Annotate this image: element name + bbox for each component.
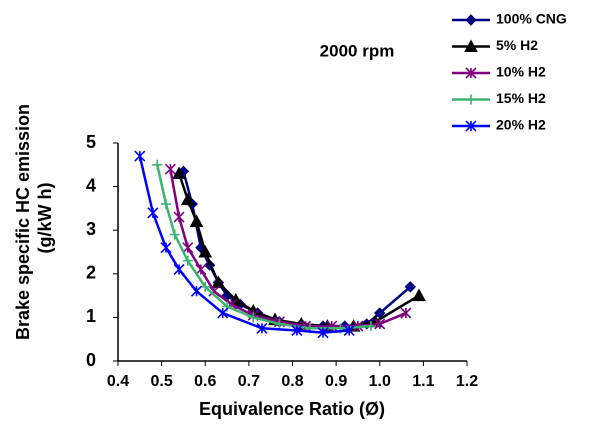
y-tick-label: 1 bbox=[86, 306, 96, 326]
marker bbox=[147, 207, 159, 219]
marker bbox=[160, 242, 172, 254]
legend-label: 10% H2 bbox=[496, 64, 546, 80]
marker bbox=[412, 288, 426, 302]
x-axis-label: Equivalence Ratio (Ø) bbox=[199, 399, 385, 419]
series-line bbox=[177, 173, 420, 328]
marker bbox=[464, 39, 478, 52]
marker bbox=[465, 120, 477, 132]
x-tick-label: 0.7 bbox=[238, 373, 260, 390]
x-tick-label: 1.1 bbox=[412, 373, 434, 390]
marker bbox=[195, 263, 207, 276]
marker bbox=[182, 242, 194, 254]
marker bbox=[182, 255, 193, 266]
x-tick-label: 1.0 bbox=[369, 373, 391, 390]
marker bbox=[465, 14, 477, 26]
x-tick-label: 1.2 bbox=[456, 373, 478, 390]
y-tick-label: 5 bbox=[86, 132, 96, 152]
x-tick-label: 0.4 bbox=[107, 373, 129, 390]
marker bbox=[466, 94, 476, 105]
marker bbox=[134, 150, 146, 162]
marker bbox=[256, 322, 268, 334]
legend-label: 20% H2 bbox=[496, 117, 546, 133]
marker bbox=[248, 312, 259, 323]
y-axis-label: (g/kW h) bbox=[35, 183, 55, 254]
marker bbox=[172, 166, 186, 180]
x-tick-label: 0.5 bbox=[151, 373, 173, 390]
marker bbox=[291, 324, 303, 337]
legend-label: 100% CNG bbox=[496, 11, 567, 27]
series-line bbox=[138, 155, 350, 334]
marker bbox=[404, 281, 416, 293]
marker bbox=[189, 214, 204, 227]
marker bbox=[160, 199, 171, 210]
marker bbox=[217, 307, 229, 319]
marker bbox=[180, 192, 195, 206]
x-tick-label: 0.9 bbox=[325, 373, 347, 390]
marker bbox=[222, 301, 233, 312]
marker bbox=[366, 321, 377, 332]
marker bbox=[343, 324, 355, 337]
x-tick-label: 0.8 bbox=[281, 373, 303, 390]
legend-label: 15% H2 bbox=[496, 90, 546, 106]
marker bbox=[198, 244, 213, 258]
series-line bbox=[182, 171, 412, 328]
marker bbox=[190, 285, 203, 297]
annotation: 2000 rpm bbox=[320, 41, 395, 60]
y-tick-label: 2 bbox=[86, 263, 96, 283]
marker bbox=[152, 159, 163, 170]
y-tick-label: 0 bbox=[86, 350, 96, 370]
y-axis-label: Brake specific HC emission bbox=[13, 104, 33, 340]
marker bbox=[274, 318, 285, 329]
legend-label: 5% H2 bbox=[496, 37, 538, 53]
marker bbox=[173, 211, 185, 223]
marker bbox=[374, 318, 386, 330]
marker bbox=[465, 67, 477, 79]
y-tick-label: 4 bbox=[86, 175, 96, 195]
marker bbox=[164, 163, 176, 175]
marker bbox=[173, 263, 185, 276]
marker bbox=[400, 307, 412, 319]
marker bbox=[317, 327, 329, 339]
y-tick-label: 3 bbox=[86, 219, 96, 239]
marker bbox=[300, 320, 312, 332]
marker bbox=[169, 229, 180, 240]
x-tick-label: 0.6 bbox=[194, 373, 216, 390]
